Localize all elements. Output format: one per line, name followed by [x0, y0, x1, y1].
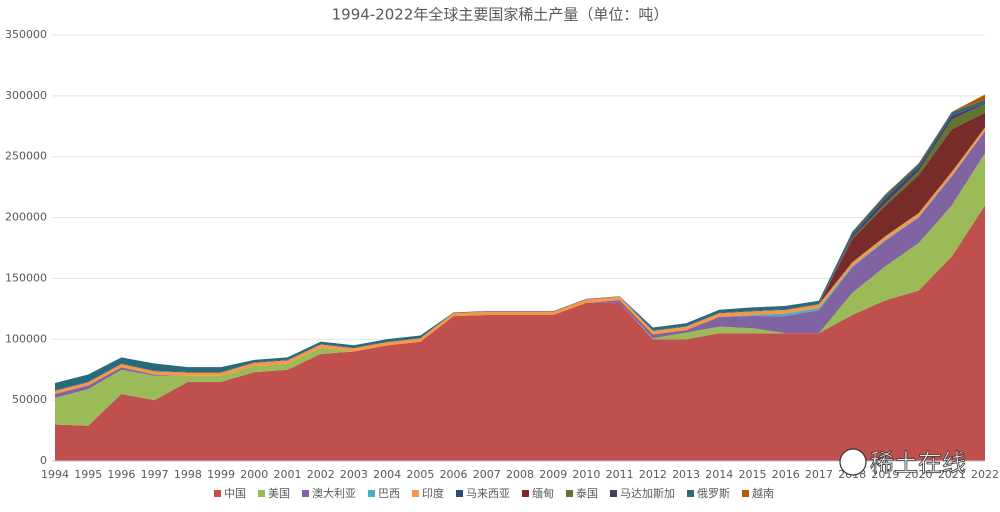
- watermark: 稀土在线: [870, 449, 966, 477]
- y-tick-label: 50000: [12, 393, 47, 406]
- x-tick-label: 1996: [107, 468, 135, 481]
- y-tick-label: 150000: [5, 271, 47, 284]
- x-tick-label: 1999: [207, 468, 235, 481]
- area: [55, 153, 985, 426]
- x-tick-label: 2009: [539, 468, 567, 481]
- legend-swatch: [522, 490, 529, 497]
- x-tick-label: 2000: [240, 468, 268, 481]
- x-tick-label: 2019: [871, 468, 899, 481]
- x-tick-label: 2010: [572, 468, 600, 481]
- watermark-icon: [839, 448, 867, 476]
- x-tick-label: 2004: [373, 468, 401, 481]
- x-tick-label: 2008: [506, 468, 534, 481]
- x-tick-label: 1994: [41, 468, 69, 481]
- legend-label: 马来西亚: [466, 487, 510, 500]
- legend-label: 美国: [268, 487, 290, 500]
- legend-swatch: [302, 490, 309, 497]
- x-tick-label: 2007: [473, 468, 501, 481]
- area: [55, 205, 985, 461]
- x-tick-label: 1997: [141, 468, 169, 481]
- y-tick-label: 0: [40, 454, 47, 467]
- y-tick-label: 350000: [5, 28, 47, 41]
- legend-label: 俄罗斯: [697, 487, 730, 500]
- y-tick-label: 300000: [5, 89, 47, 102]
- x-tick-label: 1998: [174, 468, 202, 481]
- legend-label: 泰国: [576, 486, 598, 500]
- x-tick-label: 1995: [74, 468, 102, 481]
- legend-swatch: [566, 490, 573, 497]
- y-tick-label: 100000: [5, 332, 47, 345]
- x-tick-label: 2013: [672, 468, 700, 481]
- x-tick-label: 2020: [905, 468, 933, 481]
- legend-label: 缅甸: [532, 486, 554, 500]
- x-tick-label: 2012: [639, 468, 667, 481]
- x-tick-label: 2017: [805, 468, 833, 481]
- x-tick-label: 2014: [705, 468, 733, 481]
- legend-swatch: [610, 490, 617, 497]
- x-tick-label: 2016: [772, 468, 800, 481]
- x-tick-label: 2015: [739, 468, 767, 481]
- legend-swatch: [456, 490, 463, 497]
- legend-swatch: [368, 490, 375, 497]
- legend: 中国 美国 澳大利亚 巴西 印度 马来西亚 缅甸 泰国 马达加斯加 俄罗斯 越南: [214, 486, 774, 500]
- y-tick-label: 250000: [5, 150, 47, 163]
- legend-label: 越南: [752, 486, 774, 500]
- x-tick-label: 2022: [971, 468, 999, 481]
- legend-swatch: [412, 490, 419, 497]
- x-tick-label: 2003: [340, 468, 368, 481]
- legend-swatch: [258, 490, 265, 497]
- x-tick-label: 2006: [440, 468, 468, 481]
- legend-label: 中国: [224, 487, 246, 500]
- chart-title: 1994-2022年全球主要国家稀土产量（单位：吨）: [332, 6, 669, 24]
- legend-swatch: [687, 490, 694, 497]
- x-tick-label: 2021: [938, 468, 966, 481]
- x-tick-label: 2011: [606, 468, 634, 481]
- x-tick-label: 2005: [406, 468, 434, 481]
- x-tick-label: 2002: [307, 468, 335, 481]
- legend-swatch: [742, 490, 749, 497]
- legend-label: 澳大利亚: [312, 486, 356, 500]
- legend-swatch: [214, 490, 221, 497]
- legend-label: 马达加斯加: [620, 487, 675, 500]
- x-tick-label: 2001: [274, 468, 302, 481]
- y-tick-label: 200000: [5, 211, 47, 224]
- legend-label: 印度: [422, 486, 444, 500]
- legend-label: 巴西: [378, 487, 400, 500]
